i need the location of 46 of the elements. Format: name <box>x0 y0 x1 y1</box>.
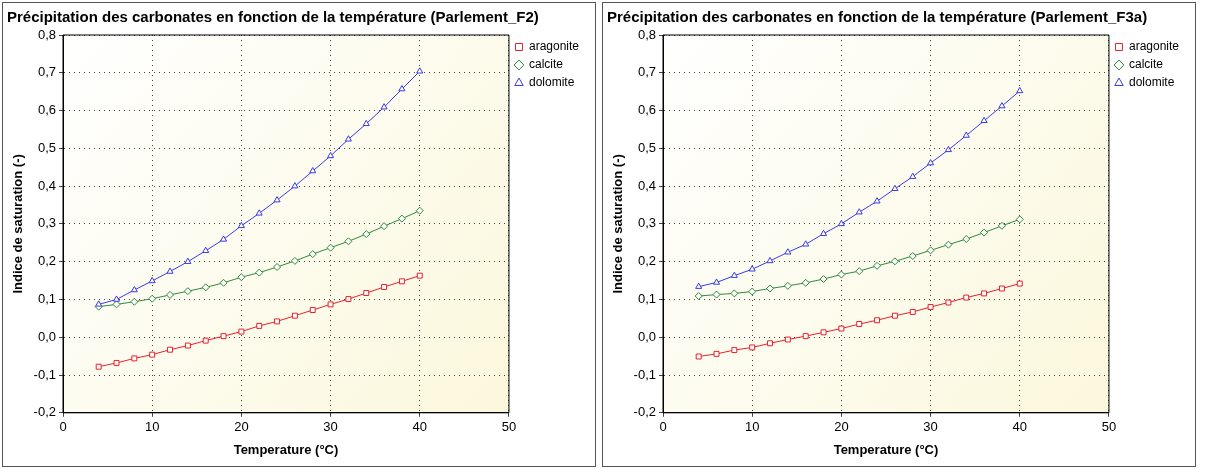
x-tick-label: 50 <box>1101 419 1117 435</box>
chart-title: Précipitation des carbonates en fonction de la température (Parlement_F3a) <box>607 8 1148 26</box>
legend-label: calcite <box>528 57 564 72</box>
legend-label: aragonite <box>528 39 580 54</box>
y-tick-label: 0,0 <box>37 328 56 344</box>
legend-label: calcite <box>1128 57 1164 72</box>
x-tick-label: 30 <box>923 419 938 435</box>
legend-label: aragonite <box>1128 39 1180 54</box>
y-tick-label: 0,7 <box>637 64 656 80</box>
x-tick-label: 10 <box>144 419 160 435</box>
y-tick-label: 0,0 <box>637 328 656 344</box>
x-tick-label: 10 <box>744 419 760 435</box>
x-tick-label: 30 <box>323 419 338 435</box>
y-tick-label: 0,5 <box>37 139 56 155</box>
x-tick-label: 20 <box>834 419 849 435</box>
y-tick-label: 0,8 <box>637 26 656 42</box>
y-tick-label: 0,8 <box>37 26 56 42</box>
y-axis-title: Indice de saturation (-) <box>610 154 626 294</box>
y-tick-label: 0,3 <box>37 215 56 231</box>
y-tick-label: 0,3 <box>637 215 656 231</box>
legend-label: dolomite <box>528 75 575 90</box>
y-tick-label: 0,2 <box>37 253 56 269</box>
y-tick-label: 0,6 <box>637 102 656 118</box>
y-tick-label: 0,6 <box>37 102 56 118</box>
y-tick-label: 0,5 <box>637 139 656 155</box>
chart-title: Précipitation des carbonates en fonction de la température (Parlement_F2) <box>7 8 539 26</box>
y-tick-label: -0,2 <box>33 404 56 420</box>
y-tick-label: -0,1 <box>633 366 656 382</box>
x-axis-title: Temperature (°C) <box>233 441 339 457</box>
x-tick-label: 40 <box>1012 419 1027 435</box>
y-tick-label: -0,1 <box>33 366 56 382</box>
x-tick-label: 20 <box>234 419 249 435</box>
x-tick-label: 0 <box>59 419 67 435</box>
x-axis-title: Temperature (°C) <box>833 441 939 457</box>
y-tick-label: 0,4 <box>37 177 56 193</box>
legend-label: dolomite <box>1128 75 1175 90</box>
x-tick-label: 50 <box>501 419 517 435</box>
x-tick-label: 40 <box>412 419 427 435</box>
y-tick-label: 0,4 <box>637 177 656 193</box>
y-tick-label: -0,2 <box>633 404 656 420</box>
y-axis-title: Indice de saturation (-) <box>10 154 26 294</box>
y-tick-label: 0,2 <box>637 253 656 269</box>
y-tick-label: 0,7 <box>37 64 56 80</box>
y-tick-label: 0,1 <box>637 291 656 307</box>
y-tick-label: 0,1 <box>37 291 56 307</box>
x-tick-label: 0 <box>659 419 667 435</box>
